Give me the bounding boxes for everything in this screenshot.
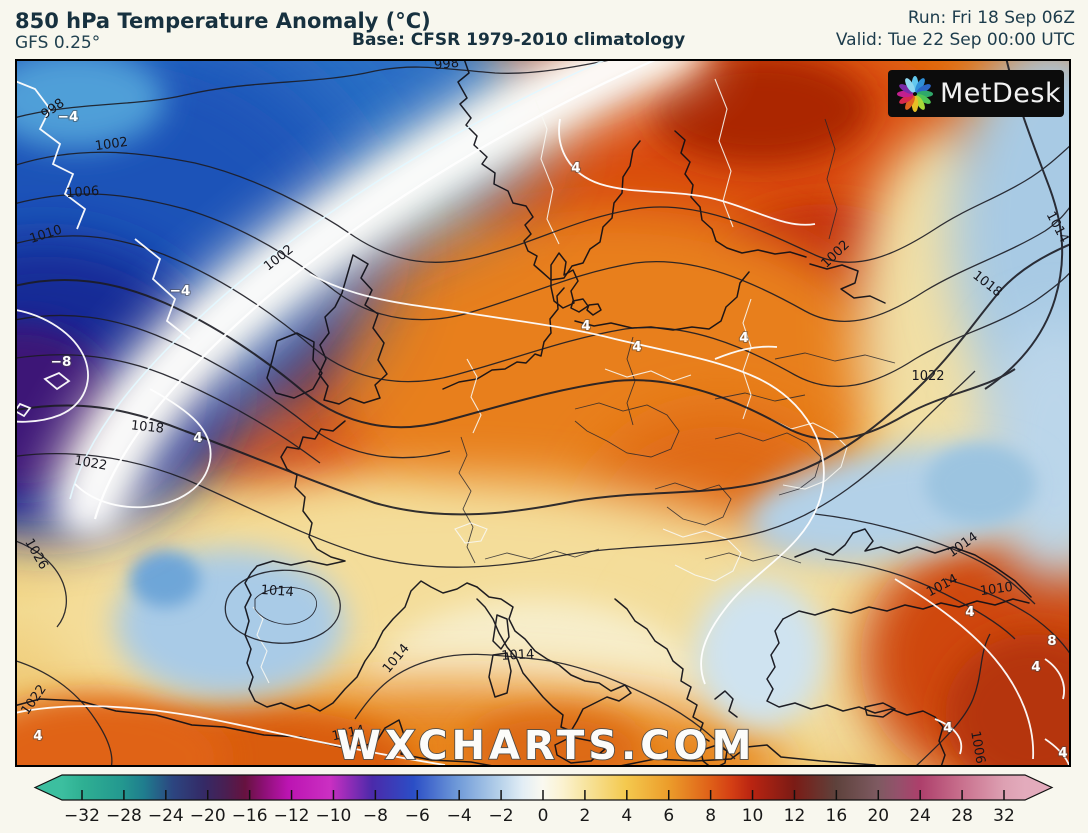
colorbar-tick-label: −4 xyxy=(447,806,472,826)
anomaly-label: 4 xyxy=(1031,659,1040,675)
weather-map: 998 1002 1006 1010 998 1002 1002 1014 1018 1022 10… xyxy=(15,59,1071,767)
run-time-label: Run: Fri 18 Sep 06Z xyxy=(907,8,1075,28)
colorbar-tick-label: −12 xyxy=(274,806,310,826)
anomaly-label: −4 xyxy=(58,109,79,125)
pressure-label: 1022 xyxy=(911,369,944,384)
header-left: 850 hPa Temperature Anomaly (°C) GFS 0.2… xyxy=(15,9,431,53)
map-border xyxy=(15,59,1071,767)
colorbar-tick-label: 32 xyxy=(993,806,1015,826)
pressure-label: 1010 xyxy=(979,580,1014,599)
anomaly-label: 4 xyxy=(739,330,748,346)
colorbar-tick-label: 0 xyxy=(538,806,549,826)
pressure-label: 1014 xyxy=(331,723,366,745)
anomaly-label: −8 xyxy=(51,354,72,370)
anomaly-label: 4 xyxy=(33,728,42,744)
colorbar-tick-label: −10 xyxy=(316,806,352,826)
colorbar-tick-label: −28 xyxy=(106,806,142,826)
colorbar-tick-label: −6 xyxy=(405,806,430,826)
colorbar-tick-label: 10 xyxy=(742,806,764,826)
colorbar-gradient-bar xyxy=(33,774,1054,801)
colorbar-tick-label: 2 xyxy=(579,806,590,826)
colorbar-tick-label: 4 xyxy=(621,806,632,826)
pressure-label: 1022 xyxy=(73,453,108,474)
pressure-label: 1018 xyxy=(130,418,164,436)
anomaly-label: 4 xyxy=(193,430,202,446)
anomaly-label: −4 xyxy=(170,283,191,299)
country-borders-white xyxy=(252,78,848,684)
colorbar-tick-label: −2 xyxy=(489,806,514,826)
anomaly-label: 4 xyxy=(965,604,974,620)
anomaly-label: 8 xyxy=(1047,633,1056,649)
colorbar-ticks xyxy=(81,790,1005,800)
page-title: 850 hPa Temperature Anomaly (°C) xyxy=(15,9,431,33)
header-right: Run: Fri 18 Sep 06Z Valid: Tue 22 Sep 00… xyxy=(836,7,1075,51)
colorbar-tick-label: 12 xyxy=(784,806,806,826)
colorbar-tick-label: −8 xyxy=(363,806,388,826)
pressure-label: 1014 xyxy=(260,583,294,600)
pressure-label: 1014 xyxy=(501,647,535,664)
anomaly-label: 4 xyxy=(1058,745,1067,761)
colorbar-tick-label: −24 xyxy=(148,806,184,826)
metdesk-logo-text: MetDesk xyxy=(940,78,1062,109)
colorbar-tick-label: 28 xyxy=(951,806,973,826)
colorbar-tick-label: 24 xyxy=(909,806,931,826)
anomaly-label: 4 xyxy=(581,318,590,334)
colorbar: −32 −28 −24 −20 −16 −12 −10 −8 −6 −4 −2 0 2 4 6 8 10 12 16… xyxy=(33,774,1054,826)
pressure-label: 1006 xyxy=(66,184,100,201)
metdesk-logo: MetDesk xyxy=(888,70,1064,117)
model-label: GFS 0.25° xyxy=(15,33,101,53)
isobars xyxy=(15,59,1071,767)
colorbar-tick-label: 20 xyxy=(867,806,889,826)
anomaly-label: 4 xyxy=(632,339,641,355)
pressure-label: 1002 xyxy=(94,135,129,154)
colorbar-labels: −32 −28 −24 −20 −16 −12 −10 −8 −6 −4 −2 0 2 4 6 8 10 12 16… xyxy=(64,806,1015,826)
colorbar-tick-label: 16 xyxy=(826,806,848,826)
pressure-label: 998 xyxy=(434,59,460,73)
anomaly-contours xyxy=(15,59,1070,766)
pressure-label: 1006 xyxy=(967,730,988,765)
colorbar-tick-label: −16 xyxy=(232,806,268,826)
watermark: WXCHARTS.COM xyxy=(337,723,756,767)
colorbar-tick-label: 8 xyxy=(705,806,716,826)
anomaly-label: 4 xyxy=(943,720,952,736)
colorbar-tick-label: −32 xyxy=(64,806,100,826)
metdesk-pinwheel-icon xyxy=(896,75,934,112)
colorbar-tick-label: −20 xyxy=(190,806,226,826)
anomaly-label: 4 xyxy=(571,160,580,176)
valid-time-label: Valid: Tue 22 Sep 00:00 UTC xyxy=(835,30,1075,50)
climatology-base-label: Base: CFSR 1979-2010 climatology xyxy=(352,30,686,50)
colorbar-tick-label: 6 xyxy=(663,806,674,826)
